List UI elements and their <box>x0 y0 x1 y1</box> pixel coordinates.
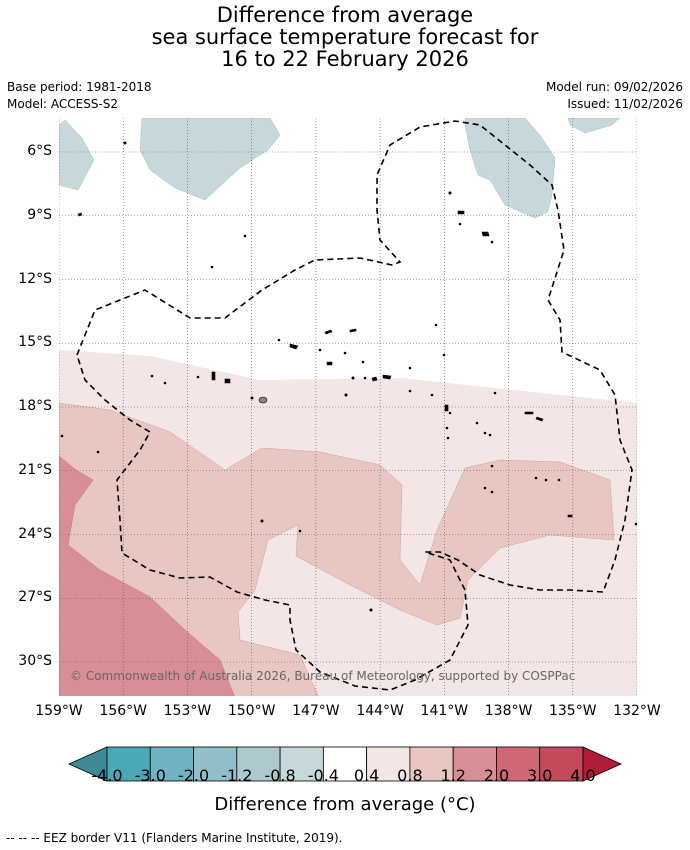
colorbar-tick-label: 0.8 <box>397 766 423 785</box>
meta-right: Model run: 09/02/2026 Issued: 11/02/2026 <box>546 79 683 113</box>
colorbar <box>68 746 622 782</box>
map-plot-area <box>59 118 637 696</box>
issued-label: Issued: 11/02/2026 <box>567 97 683 111</box>
colorbar-tick-label: 0.4 <box>353 766 380 785</box>
chart-title: Difference from average sea surface temp… <box>0 4 690 70</box>
colorbar-segment <box>106 746 151 782</box>
colorbar-title: Difference from average (°C) <box>214 794 476 815</box>
longitude-tick-label: 150°W <box>227 703 276 719</box>
colorbar-segment <box>236 746 281 782</box>
colorbar-segment <box>279 746 324 782</box>
anomaly-region-neg-0.4-0.8 <box>567 118 621 134</box>
model-label: Model: ACCESS-S2 <box>7 97 119 111</box>
colorbar-segment <box>539 746 584 782</box>
map-gridlines <box>59 118 637 696</box>
longitude-tick-label: 135°W <box>548 703 597 719</box>
longitude-tick-label: 144°W <box>356 703 404 719</box>
colorbar-extend-high <box>582 746 622 782</box>
islands <box>60 141 637 612</box>
colorbar-segment <box>366 746 411 782</box>
copyright-text: © Commonwealth of Australia 2026, Bureau… <box>70 669 576 683</box>
latitude-tick-label: 27°S <box>18 589 52 606</box>
latitude-tick-label: 21°S <box>18 461 52 478</box>
colorbar-tick-label: -2.0 <box>177 766 210 785</box>
title-line-3: 16 to 22 February 2026 <box>221 47 469 71</box>
eez-footnote: -- -- -- EEZ border V11 (Flanders Marine… <box>6 831 343 845</box>
colorbar-tick-label: 1.2 <box>440 766 466 785</box>
base-period-label: Base period: 1981-2018 <box>7 80 152 94</box>
colorbar-tick-label: 2.0 <box>483 766 510 785</box>
longitude-tick-label: 138°W <box>484 703 533 719</box>
latitude-tick-label: 15°S <box>18 334 52 351</box>
colorbar-segment <box>322 746 368 782</box>
latitude-tick-label: 9°S <box>27 206 52 223</box>
longitude-tick-label: 141°W <box>420 703 469 719</box>
colorbar-tick-label: -0.8 <box>264 766 296 785</box>
anomaly-region-1.2-2.0 <box>59 455 235 696</box>
colorbar-segment <box>193 746 238 782</box>
anomaly-region-neg-0.4-0.8 <box>59 119 95 191</box>
eez-border-cook-islands <box>76 120 633 691</box>
colorbar-tick-label: -1.2 <box>221 766 253 785</box>
latitude-tick-label: 18°S <box>18 398 52 414</box>
colorbar-segment <box>496 746 541 782</box>
colorbar-tick-label: -4.0 <box>91 766 123 785</box>
longitude-tick-label: 153°W <box>163 703 212 719</box>
latitude-tick-label: 12°S <box>18 270 52 287</box>
longitude-tick-label: 159°W <box>35 703 83 719</box>
anomaly-region-0.8-1.2 <box>59 402 615 696</box>
longitude-tick-label: 132°W <box>613 703 661 719</box>
longitude-tick-label: 156°W <box>99 703 147 719</box>
colorbar-tick-label: -3.0 <box>134 766 166 785</box>
colorbar-tick-label: 3.0 <box>526 766 553 785</box>
latitude-tick-label: 6°S <box>27 143 52 159</box>
longitude-tick-label: 147°W <box>292 703 340 719</box>
latitude-tick-label: 30°S <box>18 653 52 669</box>
title-line-2: sea surface temperature forecast for <box>151 25 539 49</box>
latitude-tick-label: 24°S <box>18 525 52 542</box>
colorbar-segment <box>452 746 497 782</box>
anomaly-region-neg-0.4-0.8 <box>139 118 281 201</box>
model-run-label: Model run: 09/02/2026 <box>545 80 683 94</box>
meta-left: Base period: 1981-2018 Model: ACCESS-S2 <box>7 79 152 113</box>
anomaly-region-neg-0.4-0.8 <box>464 118 556 219</box>
colorbar-tick-label: 4.0 <box>570 766 596 785</box>
colorbar-tick-label: -0.4 <box>307 766 339 785</box>
title-line-1: Difference from average <box>216 3 474 27</box>
